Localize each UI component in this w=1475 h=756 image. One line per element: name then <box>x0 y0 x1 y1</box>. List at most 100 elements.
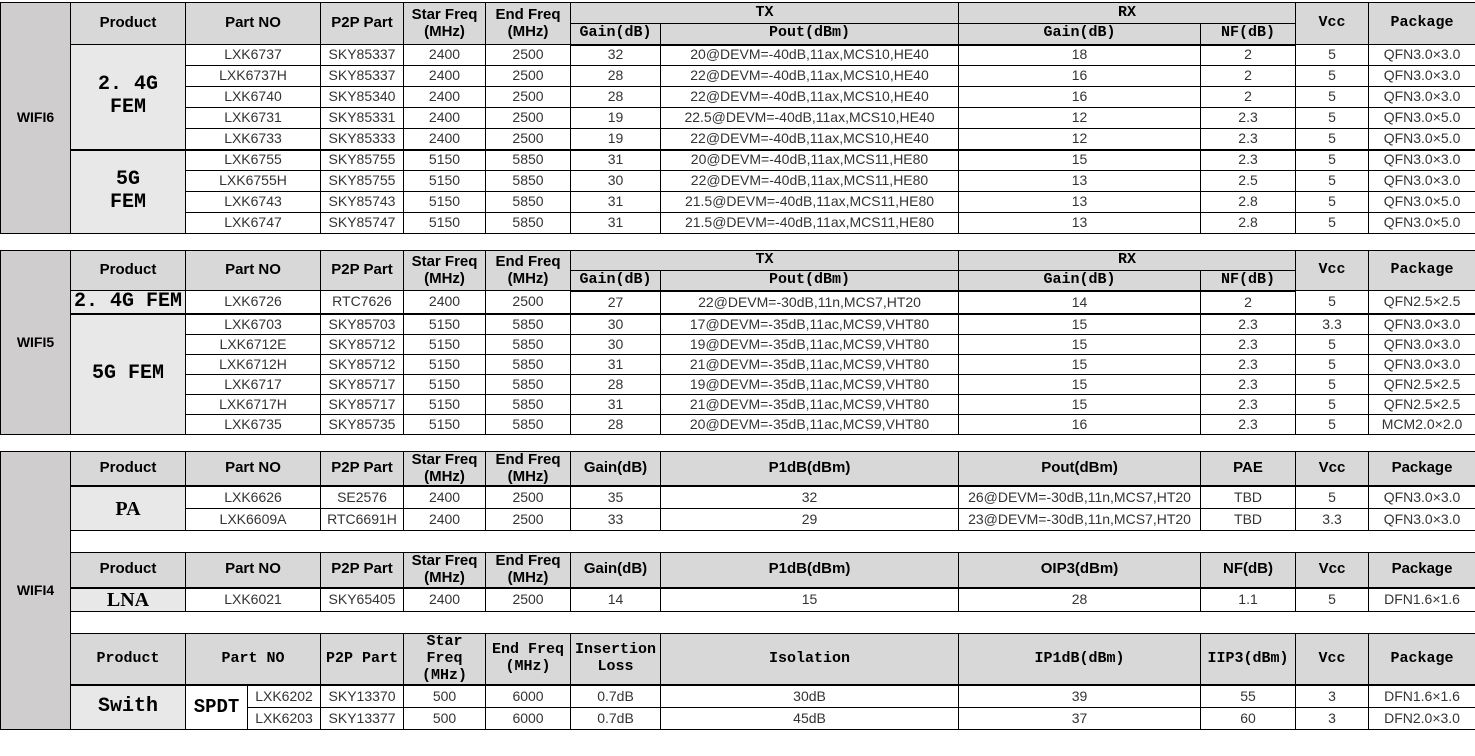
table-cell: 5 <box>1295 353 1370 375</box>
col-header-product: Product <box>70 2 186 45</box>
product-group-label: 2. 4G FEM <box>70 290 186 315</box>
table-cell: 5 <box>1295 128 1370 150</box>
col-header-tx-gain: Gain(dB) <box>570 270 661 292</box>
table-cell: SKY85337 <box>320 65 404 87</box>
table-cell: 60 <box>1200 706 1297 730</box>
table-cell: 22@DEVM=-40dB,11ax,MCS10,HE40 <box>659 65 960 87</box>
table-cell: 13 <box>958 191 1202 213</box>
table-cell: 5150 <box>403 191 486 213</box>
col-header-pout: Pout(dBm) <box>958 450 1202 488</box>
table-row: 2. 4G FEM LXK6737 SKY85337 2400 2500 32 20@DEV… <box>1 44 1475 150</box>
table-cell: 19@DEVM=-35dB,11ac,MCS9,VHT80 <box>659 373 960 395</box>
table-cell: LXK6712H <box>185 353 321 375</box>
table-cell: 31 <box>570 353 661 375</box>
table-cell: LXK6021 <box>184 587 322 612</box>
col-header-vcc: Vcc <box>1295 450 1370 488</box>
table-row: LNA LXK6021 SKY65405 2400 2500 14 15 28 1.1 5 DFN1… <box>1 587 1475 612</box>
table-cell: 2500 <box>485 485 572 509</box>
table-cell: 2.3 <box>1200 413 1297 435</box>
product-group-label: 5G FEM <box>70 148 186 234</box>
table-cell: RTC6691H <box>320 507 405 531</box>
table-cell: 21.5@DEVM=-40dB,11ax,MCS11,HE80 <box>659 191 960 213</box>
table-cell: 30 <box>570 170 661 192</box>
table-cell: 2500 <box>485 86 571 108</box>
table-cell: 2.3 <box>1200 373 1297 395</box>
col-header-tx-gain: Gain(dB) <box>570 23 661 46</box>
table-cell: LXK6743 <box>185 191 321 213</box>
col-header-oip3: OIP3(dBm) <box>958 551 1202 589</box>
col-header-vcc: Vcc <box>1295 632 1370 687</box>
table-cell: 2400 <box>403 290 486 315</box>
table-cell: 22@DEVM=-40dB,11ax,MCS10,HE40 <box>659 86 960 108</box>
table-cell: 2400 <box>403 86 486 108</box>
fem-product-sheet: { "colors": { "header_bg": "#d8d8d8", "p… <box>0 0 1475 730</box>
table-cell: LXK6735 <box>185 413 321 435</box>
table-cell: QFN3.0×3.0 <box>1368 353 1475 375</box>
col-header-package: Package <box>1368 2 1475 45</box>
col-header-rx: RX <box>958 2 1297 24</box>
table-cell: LXK6737H <box>185 65 321 87</box>
col-header-tx: TX <box>569 2 960 24</box>
table-cell: 22.5@DEVM=-40dB,11ax,MCS10,HE40 <box>659 107 960 129</box>
table-cell: QFN3.0×5.0 <box>1368 212 1475 234</box>
table-cell: SKY85712 <box>320 353 404 375</box>
table-cell: 31 <box>570 148 661 171</box>
col-header-p2p-part: P2P Part <box>320 2 404 45</box>
table-cell: 5 <box>1295 65 1370 87</box>
table-cell: 3.3 <box>1295 507 1370 531</box>
col-header-gain: Gain(dB) <box>570 551 662 589</box>
table-cell: 2400 <box>403 65 486 87</box>
table-cell: LXK6202 <box>246 684 322 708</box>
table-cell: 5850 <box>485 313 571 335</box>
table-cell: 37 <box>958 706 1202 730</box>
table-cell: DFN1.6×1.6 <box>1368 587 1475 612</box>
table-row: LXK6712E SKY85712 5150 5850 30 19@DEVM=-35dB,… <box>1 333 1475 355</box>
table-cell: 19@DEVM=-35dB,11ac,MCS9,VHT80 <box>659 333 960 355</box>
table-cell: 2400 <box>403 128 486 150</box>
table-cell: 5850 <box>485 393 571 415</box>
table-cell: 3.3 <box>1295 313 1370 335</box>
table-cell: LXK6747 <box>185 212 321 234</box>
table-cell: 5850 <box>485 191 571 213</box>
table-row: LXK6731 SKY85331 2400 2500 19 22.5@DEVM=-40dB… <box>1 107 1475 129</box>
table-row: 5G FEM LXK6755 SKY85755 5150 5850 31 20@DEVM=-… <box>1 148 1475 234</box>
col-header-insertion-loss: Insertion Loss <box>570 632 662 687</box>
table-cell: 45dB <box>660 706 960 730</box>
table-cell: 2400 <box>403 485 487 509</box>
table-cell: 15 <box>958 313 1202 335</box>
table-cell: 29 <box>660 507 960 531</box>
table-cell: 31 <box>570 212 661 234</box>
table-cell: LXK6733 <box>185 128 321 150</box>
table-cell: 5 <box>1295 44 1370 66</box>
table-cell: 2.3 <box>1200 128 1297 150</box>
table-cell: QFN3.0×3.0 <box>1368 507 1475 531</box>
table-cell: DFN2.0×3.0 <box>1368 706 1475 730</box>
table-cell: SKY85337 <box>320 44 404 66</box>
product-group-label: Swith <box>70 684 186 730</box>
table-cell: 2.3 <box>1200 333 1297 355</box>
col-header-end-freq: End Freq (MHz) <box>485 250 571 291</box>
spacer-row <box>1 530 1475 553</box>
col-header-part-no: Part NO <box>184 632 322 687</box>
table-cell: 6000 <box>485 684 572 708</box>
col-header-star-freq: Star Freq (MHz) <box>403 551 487 589</box>
table-cell: LXK6609A <box>184 507 322 531</box>
table-cell: 2.5 <box>1200 170 1297 192</box>
table-cell: 23@DEVM=-30dB,11n,MCS7,HT20 <box>958 507 1202 531</box>
product-group-label: LNA <box>70 587 186 612</box>
col-header-package: Package <box>1368 450 1475 488</box>
col-header-part-no: Part NO <box>185 2 321 45</box>
table-cell: 12 <box>958 128 1202 150</box>
table-cell: 5150 <box>403 170 486 192</box>
table-row: Gain(dB) Pout(dBm) Gain(dB) NF(dB) <box>1 270 1475 292</box>
col-header-iip3: IIP3(dBm) <box>1200 632 1297 687</box>
table-cell: 28 <box>570 86 661 108</box>
table-cell: SKY85703 <box>320 313 404 335</box>
table-cell: 15 <box>958 393 1202 415</box>
table-cell: SKY85743 <box>320 191 404 213</box>
table-row: LXK6733 SKY85333 2400 2500 19 22@DEVM=-40dB,1… <box>1 128 1475 150</box>
col-header-rx-gain: Gain(dB) <box>958 270 1202 292</box>
table-cell: RTC7626 <box>320 290 404 315</box>
table-cell: LXK6731 <box>185 107 321 129</box>
table-cell: 5 <box>1295 413 1370 435</box>
